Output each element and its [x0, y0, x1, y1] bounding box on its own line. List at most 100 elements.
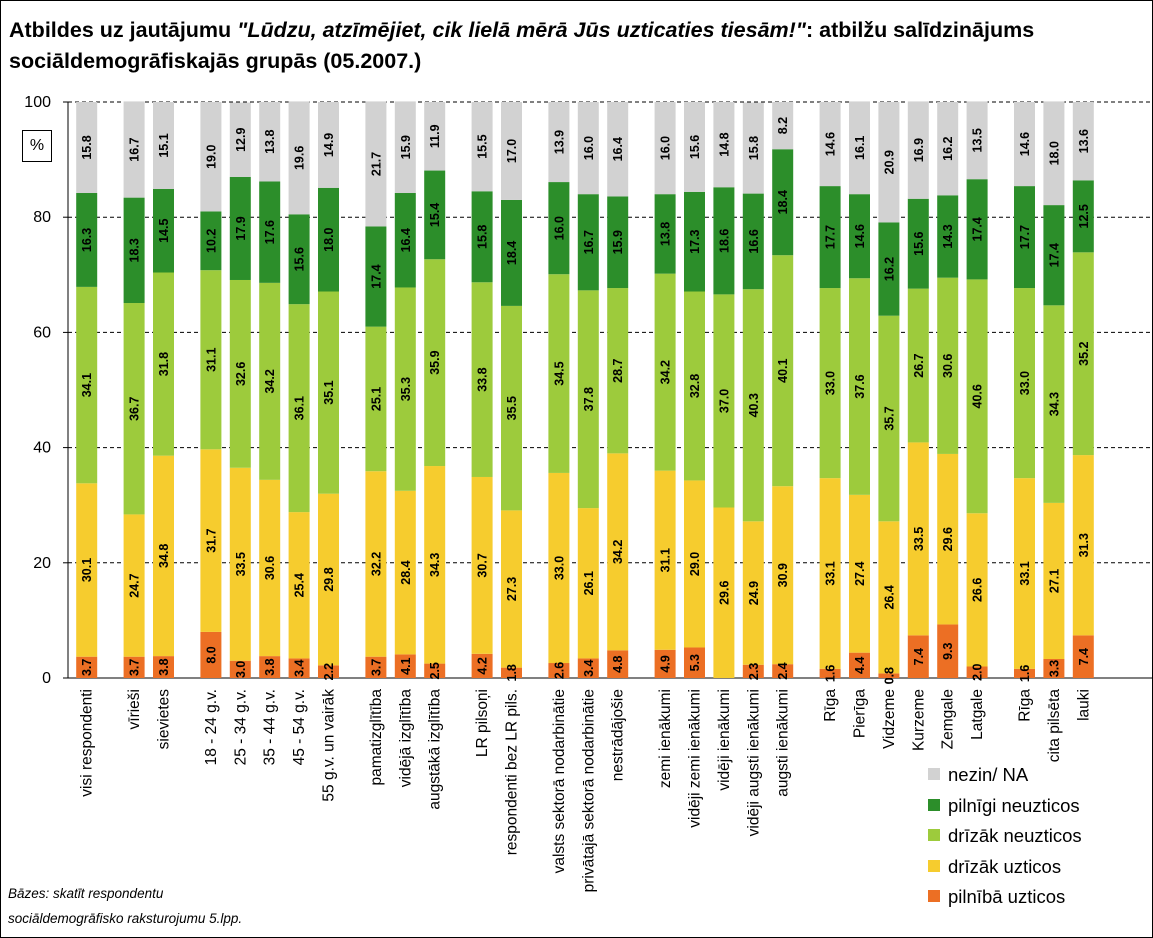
- data-label: 35.5: [505, 396, 519, 420]
- data-label: 14.6: [824, 132, 838, 156]
- x-tick-label: augstākā izglītība: [427, 689, 444, 810]
- data-label: 18.6: [717, 229, 731, 253]
- data-label: 14.6: [1018, 132, 1032, 156]
- bar-segment: [471, 191, 493, 283]
- x-tick-label: pamatizglītība: [368, 689, 385, 786]
- bar-segment: [878, 222, 900, 316]
- bar-segment: [654, 649, 676, 678]
- bar-segment: [1014, 668, 1035, 678]
- bar-segment: [937, 453, 959, 625]
- bar-segment: [259, 479, 281, 657]
- bar-segment: [288, 512, 310, 659]
- data-label: 30.1: [80, 558, 94, 582]
- data-label: 14.3: [941, 224, 955, 248]
- data-label: 34.5: [552, 361, 566, 385]
- data-label: 16.6: [747, 229, 761, 253]
- x-tick-label: augsti ienākumi: [775, 689, 792, 797]
- x-tick-label: 35 - 44 g.v.: [262, 689, 279, 765]
- data-label: 3.4: [293, 659, 307, 676]
- data-label: 35.1: [322, 380, 336, 404]
- bar-segment: [424, 663, 446, 678]
- bar-segment: [654, 102, 676, 195]
- bar-segment: [318, 187, 339, 292]
- data-label: 33.0: [1018, 371, 1032, 395]
- bar-segment: [907, 635, 929, 678]
- data-label: 4.4: [853, 657, 867, 674]
- data-label: 1.8: [505, 664, 519, 681]
- data-label: 24.9: [747, 581, 761, 605]
- bar-segment: [819, 668, 841, 678]
- bar-segment: [76, 483, 98, 657]
- data-label: 13.8: [263, 130, 277, 154]
- bar-segment: [471, 476, 493, 654]
- bar-segment: [772, 486, 794, 665]
- legend-item-pilnigi-neuzticos: pilnīgi neuzticos: [928, 791, 1082, 822]
- data-label: 28.7: [611, 358, 625, 382]
- bar-segment: [878, 521, 900, 674]
- bar-segment: [607, 453, 629, 651]
- data-label: 32.2: [369, 552, 383, 576]
- data-label: 2.4: [776, 662, 790, 679]
- data-label: 2.0: [971, 664, 985, 681]
- data-label: 16.4: [611, 137, 625, 161]
- bar-segment: [713, 507, 735, 678]
- footnote-line-1: Bāzes: skatīt respondentu: [8, 886, 164, 901]
- title-question: "Lūdzu, atzīmējiet, cik lielā mērā Jūs u…: [237, 18, 806, 42]
- legend-item-drizak-uzticos: drīzāk uzticos: [928, 852, 1082, 883]
- bar-segment: [772, 102, 794, 150]
- data-label: 14.6: [853, 224, 867, 248]
- bar-segment: [1072, 455, 1094, 636]
- bar-segment: [153, 455, 174, 657]
- data-label: 15.9: [611, 230, 625, 254]
- footnote: Bāzes: skatīt respondentu sociāldemogrāf…: [8, 881, 242, 931]
- bar-segment: [966, 179, 988, 280]
- bar-segment: [548, 182, 570, 275]
- bar-segment: [501, 199, 522, 306]
- data-label: 24.7: [128, 573, 142, 597]
- bar-segment: [200, 631, 222, 678]
- data-label: 4.1: [399, 657, 413, 674]
- bar-segment: [937, 277, 959, 454]
- data-label: 15.4: [428, 203, 442, 227]
- legend-item-pilniba-uzticos: pilnībā uzticos: [928, 882, 1082, 913]
- bar-segment: [878, 315, 900, 522]
- data-label: 34.1: [80, 373, 94, 397]
- bar-segment: [394, 193, 416, 288]
- bar-segment: [123, 514, 145, 657]
- data-label: 16.9: [912, 138, 926, 162]
- data-label: 30.6: [941, 354, 955, 378]
- bar-segment: [153, 102, 174, 189]
- bar-segment: [1014, 478, 1035, 669]
- data-label: 2.5: [428, 662, 442, 679]
- bar-segment: [394, 654, 416, 678]
- data-label: 16.3: [80, 228, 94, 252]
- x-tick-label: zemi ienākumi: [657, 689, 674, 788]
- x-tick-label: Kurzeme: [910, 689, 927, 751]
- bar-segment: [772, 255, 794, 487]
- bar-segment: [1014, 288, 1035, 479]
- data-label: 17.7: [1018, 225, 1032, 249]
- legend-label-pilniba-uzticos: pilnībā uzticos: [948, 886, 1066, 907]
- data-label: 15.6: [688, 135, 702, 159]
- data-label: 33.1: [1018, 561, 1032, 585]
- x-tick-label: Pierīga: [852, 689, 869, 738]
- bar-segment: [966, 666, 988, 678]
- data-label: 34.2: [611, 540, 625, 564]
- bar-segment: [123, 101, 145, 198]
- bar-segment: [424, 170, 446, 260]
- data-label: 3.7: [80, 659, 94, 676]
- bar-segment: [318, 102, 339, 188]
- data-label: 19.6: [293, 146, 307, 170]
- data-label: 3.7: [128, 659, 142, 676]
- bar-segment: [966, 101, 988, 180]
- x-tick-label: 25 - 34 g.v.: [232, 689, 249, 765]
- data-label: 2.3: [747, 663, 761, 680]
- data-label: 26.7: [912, 353, 926, 377]
- legend-swatch-drizak-uzticos: [928, 859, 940, 872]
- bar-segment: [819, 478, 841, 669]
- bar-segment: [937, 195, 959, 278]
- data-label: 2.2: [322, 663, 336, 680]
- data-label: 4.2: [476, 657, 490, 674]
- data-label: 16.2: [882, 257, 896, 281]
